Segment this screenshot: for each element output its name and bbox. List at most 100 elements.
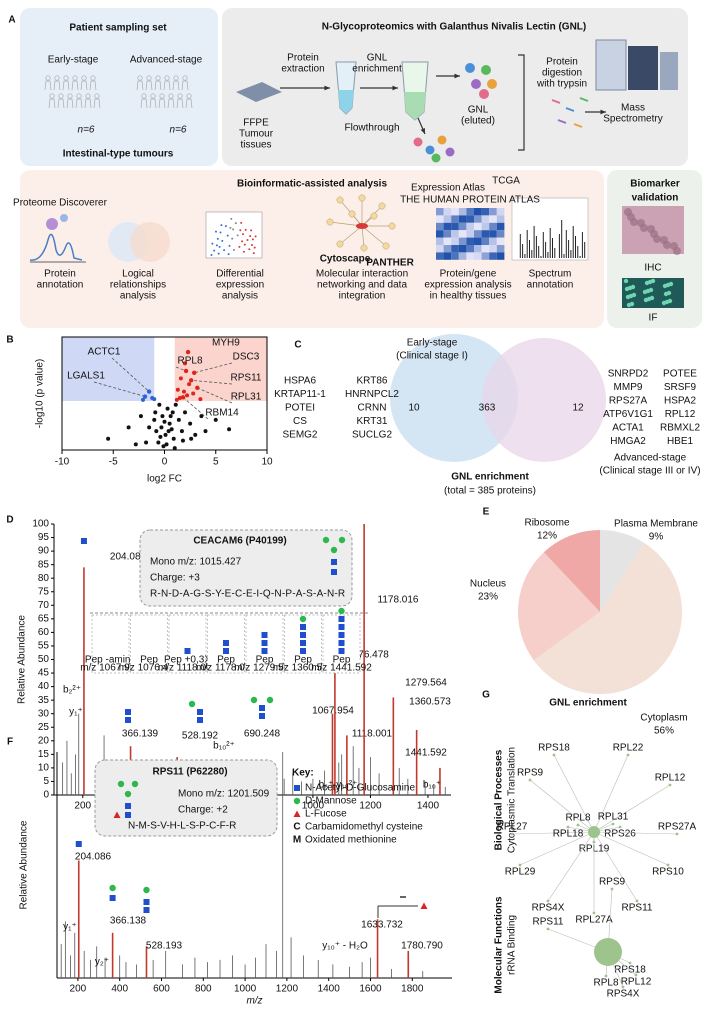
label: validation xyxy=(632,193,679,204)
label: CS xyxy=(293,416,307,427)
decoration xyxy=(223,249,226,252)
label: KRT31 xyxy=(357,416,388,427)
peak-label: 366.139 xyxy=(122,729,159,740)
decoration xyxy=(94,759,278,837)
label: Spectrometry xyxy=(603,114,662,125)
node xyxy=(510,832,514,836)
decoration xyxy=(94,93,100,99)
decoration xyxy=(218,245,221,248)
label: Advanced-stage xyxy=(614,453,687,464)
decoration xyxy=(93,98,101,109)
node-label: RPL12 xyxy=(621,977,652,988)
decoration xyxy=(81,75,87,81)
decoration xyxy=(300,640,306,646)
decoration xyxy=(454,73,460,79)
decoration xyxy=(481,245,490,253)
decoration xyxy=(236,234,239,237)
decoration xyxy=(58,93,64,99)
peak-label: 1279.564 xyxy=(405,678,447,689)
slice-value: 12% xyxy=(537,531,557,542)
decoration xyxy=(458,215,467,223)
point xyxy=(191,391,196,396)
slice-label: Ribosome xyxy=(524,518,569,529)
decoration xyxy=(466,230,474,238)
node-label: RPS4X xyxy=(532,903,565,914)
count: 12 xyxy=(572,403,584,414)
decoration xyxy=(338,624,345,630)
label: m/z 1441.592 xyxy=(311,663,372,674)
decoration xyxy=(338,607,345,615)
label: ACTA1 xyxy=(612,423,644,434)
point xyxy=(203,429,208,434)
label: POTEE xyxy=(663,369,697,380)
label: analysis xyxy=(222,291,258,302)
peak-label: 1360.573 xyxy=(409,697,451,708)
node xyxy=(528,778,532,782)
decoration xyxy=(67,93,73,99)
label: Biomarker xyxy=(630,179,680,190)
node-label: RPS18 xyxy=(538,743,570,754)
decoration xyxy=(496,222,505,231)
annotation: DSC3 xyxy=(233,352,260,363)
x-tick-label: 1000 xyxy=(302,801,325,812)
point xyxy=(140,397,145,402)
pie-slice xyxy=(543,530,600,612)
point xyxy=(157,402,162,407)
decoration xyxy=(223,640,229,646)
ion-label: y₁⁺ xyxy=(69,707,83,718)
edge xyxy=(593,831,678,835)
node xyxy=(518,863,522,867)
decoration xyxy=(338,536,346,544)
decoration xyxy=(458,252,467,260)
decoration xyxy=(76,93,82,99)
decoration xyxy=(238,245,241,248)
key-title: Key: xyxy=(292,768,314,779)
label: IF xyxy=(649,313,658,324)
leader xyxy=(175,366,187,372)
slice-value: 9% xyxy=(649,532,664,543)
node-label: RPS4X xyxy=(607,989,640,1000)
decoration xyxy=(370,212,378,220)
decoration xyxy=(231,237,234,240)
label: Pep xyxy=(256,655,274,666)
decoration xyxy=(168,614,207,674)
decoration xyxy=(660,52,678,90)
label: integration xyxy=(339,291,386,302)
label: Molecular Functions xyxy=(494,896,505,994)
annotation: RPS11 xyxy=(231,373,262,384)
decoration xyxy=(631,292,637,298)
label: HNRNPCL2 xyxy=(345,389,399,400)
node xyxy=(634,973,638,977)
label: SNRPD2 xyxy=(608,369,649,380)
point xyxy=(192,370,197,375)
point xyxy=(227,427,232,432)
label: rRNA Binding xyxy=(507,915,518,975)
decoration xyxy=(251,238,254,241)
peak-label: 528.192 xyxy=(182,731,219,742)
label: expression analysis xyxy=(424,280,511,291)
decoration xyxy=(451,215,459,223)
decoration xyxy=(219,231,222,234)
point xyxy=(181,389,186,394)
point xyxy=(165,406,170,411)
set-circle xyxy=(390,334,518,462)
point xyxy=(163,432,168,437)
decoration xyxy=(186,93,192,99)
point xyxy=(106,436,111,441)
label: CRNN xyxy=(358,403,387,414)
decoration xyxy=(109,895,116,901)
label: Pep +0,3X xyxy=(164,655,211,666)
decoration xyxy=(182,75,188,81)
decoration xyxy=(229,226,232,229)
ion-label: y₂⁺ xyxy=(95,957,109,968)
node-label: RPL22 xyxy=(613,743,644,754)
label: IHC xyxy=(644,263,661,274)
decoration xyxy=(254,235,257,238)
node xyxy=(552,753,556,757)
decoration xyxy=(150,93,156,99)
label: Proteome Discoverer xyxy=(13,198,108,209)
y-tick-label: 10 xyxy=(38,763,50,774)
point xyxy=(159,425,164,430)
point xyxy=(158,434,163,439)
label: KRT86 xyxy=(357,376,388,387)
